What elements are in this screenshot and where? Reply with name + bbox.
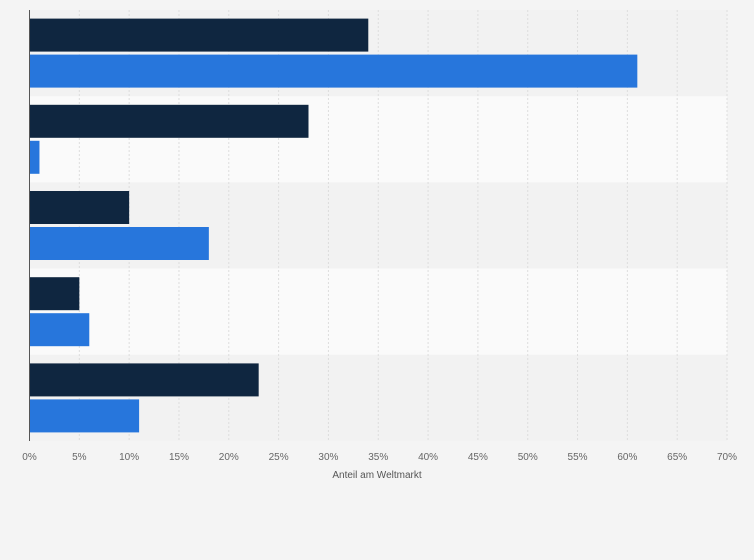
x-tick-label-30: 30% bbox=[318, 452, 338, 463]
x-tick-label-15: 15% bbox=[169, 452, 189, 463]
bar-series2-category1 bbox=[30, 54, 638, 88]
bar-series1-category5 bbox=[30, 363, 259, 397]
bar-series1-category2 bbox=[30, 104, 309, 138]
bar-series1-category1 bbox=[30, 18, 369, 52]
x-tick-label-70: 70% bbox=[717, 452, 737, 463]
bar-series2-category2 bbox=[30, 140, 40, 174]
bar-series1-category3 bbox=[30, 191, 130, 224]
x-tick-label-35: 35% bbox=[368, 452, 388, 463]
bars bbox=[30, 18, 638, 433]
x-tick-label-50: 50% bbox=[518, 452, 538, 463]
bar-series1-category4 bbox=[30, 277, 80, 311]
x-tick-label-65: 65% bbox=[667, 452, 687, 463]
x-tick-label-0: 0% bbox=[22, 452, 37, 463]
x-tick-label-40: 40% bbox=[418, 452, 438, 463]
x-tick-label-45: 45% bbox=[468, 452, 488, 463]
x-tick-label-60: 60% bbox=[617, 452, 637, 463]
bar-series2-category5 bbox=[30, 399, 140, 433]
x-tick-label-25: 25% bbox=[269, 452, 289, 463]
x-tick-label-5: 5% bbox=[72, 452, 87, 463]
x-tick-labels: 0% 5% 10% 15% 20% 25% 30% 35% 40% 45% 50% 55% 60% 65%… bbox=[22, 452, 737, 463]
x-tick-label-10: 10% bbox=[119, 452, 139, 463]
bar-series2-category4 bbox=[30, 313, 90, 347]
bar-series2-category3 bbox=[30, 227, 209, 260]
x-axis-title: Anteil am Weltmarkt bbox=[332, 470, 422, 481]
x-tick-label-20: 20% bbox=[219, 452, 239, 463]
x-tick-label-55: 55% bbox=[568, 452, 588, 463]
